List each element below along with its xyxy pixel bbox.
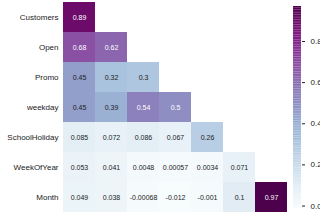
svg-text:0.067: 0.067 xyxy=(167,134,185,141)
svg-text:0.8: 0.8 xyxy=(311,37,320,46)
svg-text:0.39: 0.39 xyxy=(105,104,119,111)
svg-text:0.32: 0.32 xyxy=(105,74,119,81)
svg-text:Customers: Customers xyxy=(20,13,59,22)
svg-text:0.041: 0.041 xyxy=(103,164,121,171)
svg-text:0.049: 0.049 xyxy=(71,194,89,201)
svg-text:WeekOfYear: WeekOfYear xyxy=(14,163,59,172)
svg-text:-0.012: -0.012 xyxy=(166,194,186,201)
svg-text:0.086: 0.086 xyxy=(135,134,153,141)
svg-text:0.038: 0.038 xyxy=(103,194,121,201)
svg-text:0.0: 0.0 xyxy=(311,202,320,211)
svg-text:0.0034: 0.0034 xyxy=(197,164,219,171)
svg-text:0.085: 0.085 xyxy=(71,134,89,141)
svg-text:0.3: 0.3 xyxy=(139,74,149,81)
svg-text:Promo: Promo xyxy=(35,73,59,82)
svg-text:0.45: 0.45 xyxy=(73,74,87,81)
svg-text:0.45: 0.45 xyxy=(73,104,87,111)
svg-text:0.00057: 0.00057 xyxy=(163,164,188,171)
svg-text:0.97: 0.97 xyxy=(265,194,279,201)
svg-text:Open: Open xyxy=(39,43,59,52)
svg-text:0.26: 0.26 xyxy=(201,134,215,141)
svg-text:0.68: 0.68 xyxy=(73,44,87,51)
svg-text:0.6: 0.6 xyxy=(311,78,320,87)
svg-text:0.072: 0.072 xyxy=(103,134,121,141)
svg-text:0.54: 0.54 xyxy=(137,104,151,111)
svg-text:0.2: 0.2 xyxy=(311,160,320,169)
svg-text:SchoolHoliday: SchoolHoliday xyxy=(7,133,58,142)
svg-text:0.4: 0.4 xyxy=(311,119,320,128)
svg-text:0.053: 0.053 xyxy=(71,164,89,171)
svg-text:0.071: 0.071 xyxy=(231,164,249,171)
svg-text:0.1: 0.1 xyxy=(235,194,245,201)
svg-text:Month: Month xyxy=(36,193,58,202)
svg-text:0.89: 0.89 xyxy=(73,14,87,21)
svg-text:0.5: 0.5 xyxy=(171,104,181,111)
svg-text:0.62: 0.62 xyxy=(105,44,119,51)
svg-text:0.0048: 0.0048 xyxy=(133,164,155,171)
svg-text:weekday: weekday xyxy=(26,103,59,112)
svg-text:-0.00068: -0.00068 xyxy=(130,194,158,201)
svg-text:-0.001: -0.001 xyxy=(198,194,218,201)
